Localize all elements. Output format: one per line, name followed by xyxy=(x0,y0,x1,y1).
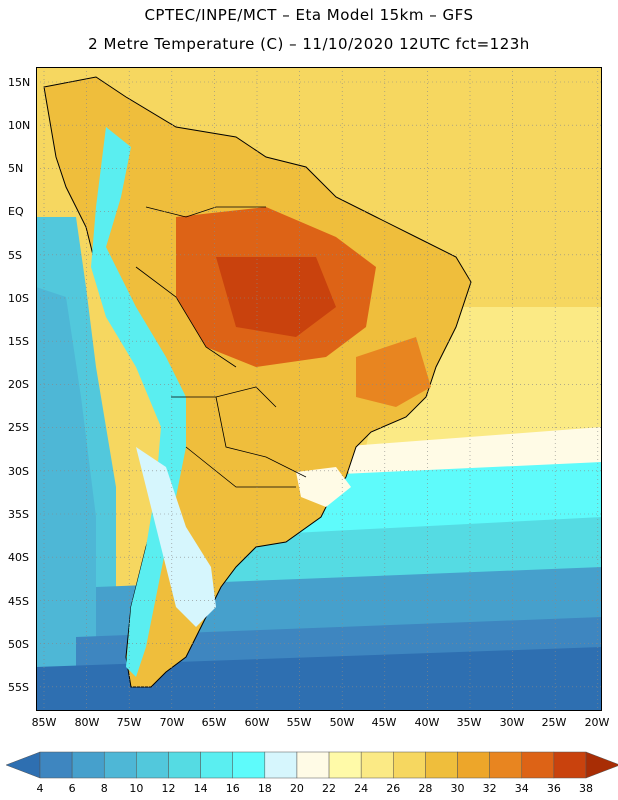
lon-label-20w: 20W xyxy=(584,716,610,729)
title-line-2: 2 Metre Temperature (C) – 11/10/2020 12U… xyxy=(88,35,530,53)
color-bar-label: 36 xyxy=(546,782,561,795)
lon-label-40w: 40W xyxy=(414,716,440,729)
lon-label-25w: 25W xyxy=(541,716,567,729)
color-bar-label: 38 xyxy=(579,782,593,795)
color-bar-label: 30 xyxy=(450,782,465,795)
border-north xyxy=(145,206,266,218)
lat-label-35s: 35S xyxy=(8,508,29,521)
lon-label-60w: 60W xyxy=(244,716,270,729)
color-bar-cell xyxy=(393,751,426,779)
color-bar-cell xyxy=(39,751,73,779)
lon-label-50w: 50W xyxy=(329,716,355,729)
patagonia-cool-zone xyxy=(136,447,216,627)
lat-label-45s: 45S xyxy=(8,595,29,608)
color-bar-cell xyxy=(296,751,330,779)
color-bar-cell xyxy=(200,751,233,779)
graticule xyxy=(36,67,602,711)
color-bar-label: 18 xyxy=(257,782,272,795)
lon-label-55w: 55W xyxy=(286,716,312,729)
color-bar-cell xyxy=(360,751,394,779)
color-bar-label: 16 xyxy=(225,782,240,795)
color-bar-cell xyxy=(103,751,137,779)
pacific-cooler-band xyxy=(36,287,96,711)
lat-label-5s: 5S xyxy=(8,249,22,262)
color-bar-cell xyxy=(136,751,169,779)
lon-label-45w: 45W xyxy=(371,716,397,729)
lat-label-50s: 50S xyxy=(8,638,29,651)
lat-label-30s: 30S xyxy=(8,465,29,478)
color-bar-cell xyxy=(521,751,555,779)
lon-label-30w: 30W xyxy=(499,716,525,729)
color-bar-label: 32 xyxy=(482,782,497,795)
uruguay-mild-zone xyxy=(296,467,351,507)
border-peru-brazil xyxy=(135,266,237,368)
color-bar-label: 14 xyxy=(193,782,208,795)
map-frame xyxy=(36,67,602,711)
lon-label-80w: 80W xyxy=(74,716,100,729)
temperature-map xyxy=(36,67,602,711)
lon-label-85w: 85W xyxy=(31,716,57,729)
color-bar-label: 22 xyxy=(322,782,337,795)
color-bar-cell xyxy=(489,751,523,779)
color-bar-cell xyxy=(585,751,618,779)
lat-label-25s: 25S xyxy=(8,421,29,434)
central-hottest-zone xyxy=(216,257,336,337)
color-bar-label: 34 xyxy=(514,782,529,795)
lat-label-15n: 15N xyxy=(8,76,31,89)
color-bar-label: 20 xyxy=(289,782,304,795)
color-bar-cell xyxy=(457,751,490,779)
color-bar-cell xyxy=(5,751,41,779)
color-bar-label: 28 xyxy=(418,782,433,795)
border-argentina-north xyxy=(185,446,296,488)
lon-label-70w: 70W xyxy=(159,716,185,729)
color-bar-label: 10 xyxy=(129,782,144,795)
lat-label-5n: 5N xyxy=(8,162,24,175)
lat-label-10s: 10S xyxy=(8,292,29,305)
lat-label-eq: EQ xyxy=(8,205,24,218)
lon-label-65w: 65W xyxy=(201,716,227,729)
title-line-1: CPTEC/INPE/MCT – Eta Model 15km – GFS xyxy=(144,6,474,24)
color-bar-cell xyxy=(264,751,298,779)
lat-label-20s: 20S xyxy=(8,378,29,391)
color-bar-label: 4 xyxy=(36,782,44,795)
border-bolivia xyxy=(171,386,277,408)
country-borders xyxy=(135,206,307,488)
color-bar-cell xyxy=(168,751,201,779)
color-bar-label: 26 xyxy=(386,782,401,795)
border-paraguay xyxy=(215,396,307,478)
lat-label-55s: 55S xyxy=(8,681,29,694)
lon-label-75w: 75W xyxy=(116,716,142,729)
color-bar-label: 24 xyxy=(354,782,369,795)
color-bar xyxy=(5,751,618,779)
color-bar-cell xyxy=(425,751,458,779)
lat-label-40s: 40S xyxy=(8,551,29,564)
color-bar-cell xyxy=(232,751,266,779)
color-bar-cell xyxy=(71,751,105,779)
color-bar-cell xyxy=(328,751,362,779)
color-bar-label: 8 xyxy=(100,782,108,795)
lat-label-10n: 10N xyxy=(8,119,31,132)
southeast-brazil-warm xyxy=(356,337,431,407)
color-bar-cell xyxy=(553,751,587,779)
lon-label-35w: 35W xyxy=(456,716,482,729)
lat-label-15s: 15S xyxy=(8,335,29,348)
color-bar-label: 12 xyxy=(161,782,176,795)
color-bar-label: 6 xyxy=(68,782,76,795)
